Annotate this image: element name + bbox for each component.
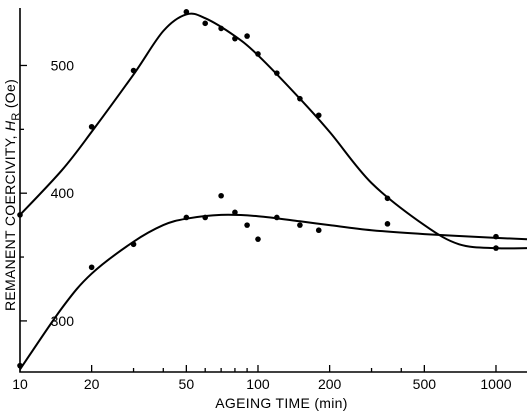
y-axis-label: REMANENT COERCIVITY, HR (Oe) bbox=[2, 79, 22, 311]
data-point-series-1 bbox=[493, 245, 499, 251]
data-point-series-2 bbox=[297, 222, 303, 228]
data-point-series-2 bbox=[202, 214, 208, 221]
y-tick-label: 300 bbox=[51, 313, 75, 329]
y-axis-label-unit: (Oe) bbox=[2, 79, 18, 112]
data-points bbox=[17, 9, 499, 369]
x-tick-label: 10 bbox=[12, 376, 28, 392]
data-point-series-1 bbox=[88, 123, 95, 130]
fit-curve-1 bbox=[19, 12, 528, 250]
data-point-series-1 bbox=[183, 9, 190, 15]
data-point-series-2 bbox=[218, 192, 224, 199]
data-point-series-2 bbox=[130, 241, 137, 248]
data-point-series-1 bbox=[274, 70, 280, 76]
data-point-series-1 bbox=[255, 51, 261, 57]
x-axis-label: AGEING TIME (min) bbox=[215, 395, 347, 411]
data-point-series-2 bbox=[183, 214, 190, 221]
data-point-series-2 bbox=[493, 233, 499, 240]
y-tick-label: 400 bbox=[51, 185, 75, 201]
data-point-series-2 bbox=[17, 362, 23, 369]
y-axis-label-symbol: H bbox=[2, 120, 18, 131]
data-point-series-1 bbox=[315, 112, 322, 119]
data-point-series-2 bbox=[232, 209, 238, 216]
x-tick-label: 50 bbox=[179, 376, 195, 392]
tick-labels: 10 20 50 100 200 500 1000 300 400 500 bbox=[12, 57, 512, 392]
axis-frame bbox=[19, 8, 527, 373]
data-point-series-1 bbox=[244, 33, 250, 39]
x-tick-label: 1000 bbox=[480, 376, 511, 392]
data-point-series-1 bbox=[202, 20, 208, 27]
data-point-series-1 bbox=[17, 212, 23, 218]
fit-curve-2 bbox=[19, 213, 528, 370]
fit-curves bbox=[19, 12, 528, 370]
data-point-series-1 bbox=[130, 67, 137, 74]
data-point-series-1 bbox=[218, 25, 224, 32]
data-point-series-1 bbox=[232, 35, 238, 42]
data-point-series-2 bbox=[255, 236, 261, 242]
y-tick-label: 500 bbox=[51, 57, 75, 73]
y-axis-label-subscript: R bbox=[10, 112, 22, 120]
data-point-series-1 bbox=[297, 95, 303, 102]
x-tick-label: 200 bbox=[318, 376, 342, 392]
y-axis-label-prefix: REMANENT COERCIVITY, bbox=[2, 131, 18, 311]
x-tick-label: 500 bbox=[413, 376, 437, 392]
data-point-series-2 bbox=[315, 227, 322, 234]
x-tick-label: 100 bbox=[246, 376, 270, 392]
data-point-series-2 bbox=[244, 222, 250, 228]
data-point-series-2 bbox=[384, 221, 391, 227]
axes bbox=[19, 8, 527, 373]
data-point-series-2 bbox=[88, 264, 95, 271]
data-point-series-2 bbox=[274, 214, 280, 221]
x-tick-label: 20 bbox=[84, 376, 100, 392]
ticks bbox=[19, 64, 497, 372]
data-point-series-1 bbox=[384, 195, 391, 202]
